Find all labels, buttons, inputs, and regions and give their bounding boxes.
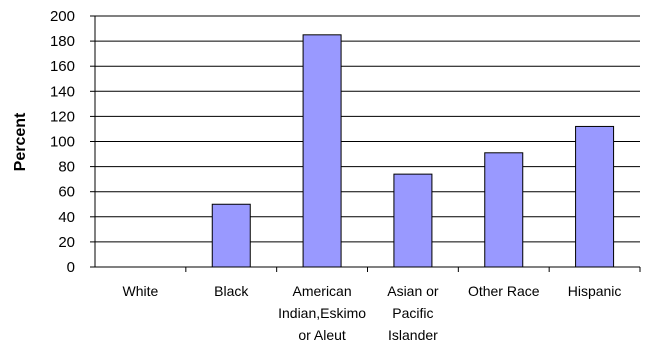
bar (302, 34, 342, 268)
gridlines (95, 15, 640, 243)
x-category-label: Hispanic (568, 283, 622, 299)
x-category-labels: White Black American Indian,Eskimo or Aleut A… (123, 283, 622, 343)
bars (211, 34, 615, 268)
bar (393, 173, 433, 268)
x-category-label: Asian or Pacific Islander (387, 283, 439, 343)
x-category-label: Other Race (468, 283, 540, 299)
bar (484, 152, 524, 268)
y-axis-label: Percent (12, 112, 29, 171)
y-tick-labels: 0 20 40 60 80 100 120 140 160 180 200 (50, 8, 75, 276)
x-category-label: White (123, 283, 159, 299)
axes (90, 15, 641, 272)
y-tick-label: 120 (50, 108, 75, 125)
y-tick-label: 40 (58, 209, 75, 226)
y-tick-label: 200 (50, 8, 75, 25)
y-tick-label: 160 (50, 58, 75, 75)
y-tick-label: 140 (50, 83, 75, 100)
bar (575, 125, 615, 268)
bar (211, 203, 251, 268)
y-tick-label: 60 (58, 184, 75, 201)
x-category-label: Black (214, 283, 249, 299)
y-tick-label: 0 (67, 259, 75, 276)
y-tick-label: 20 (58, 234, 75, 251)
y-tick-label: 100 (50, 134, 75, 151)
y-tick-label: 80 (58, 159, 75, 176)
y-tick-label: 180 (50, 33, 75, 50)
x-category-label: American Indian,Eskimo or Aleut (278, 283, 366, 343)
